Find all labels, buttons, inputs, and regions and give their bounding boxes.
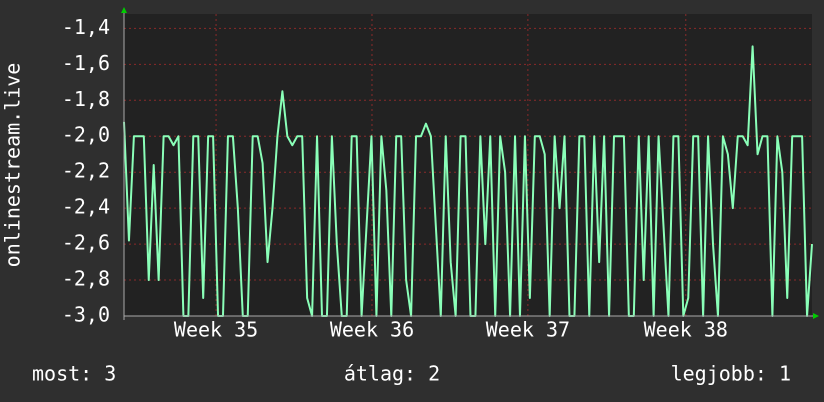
footer-average: átlag: 2 [344, 362, 440, 386]
data-line [123, 45, 813, 317]
y-tick-label: -3,0 [62, 303, 110, 327]
marks [123, 45, 813, 317]
y-tick-label: -1,4 [62, 15, 110, 39]
footer-current: most: 3 [32, 362, 116, 386]
y-axis-arrow [121, 7, 127, 13]
x-tick-label: Week 36 [330, 318, 414, 342]
y-axis-label: onlinestream.live [1, 63, 25, 268]
x-tick-label: Week 35 [174, 318, 258, 342]
x-axis-arrow [813, 313, 819, 319]
y-tick-label: -2,6 [62, 231, 110, 255]
plot-area [124, 14, 812, 316]
x-tick-label: Week 38 [644, 318, 728, 342]
footer-best: legjobb: 1 [671, 362, 791, 386]
y-tick-label: -2,4 [62, 195, 110, 219]
x-tick-label: Week 37 [486, 318, 570, 342]
y-tick-label: -2,8 [62, 267, 110, 291]
y-tick-label: -2,0 [62, 123, 110, 147]
y-tick-label: -1,8 [62, 87, 110, 111]
y-tick-label: -2,2 [62, 159, 110, 183]
y-tick-label: -1,6 [62, 51, 110, 75]
